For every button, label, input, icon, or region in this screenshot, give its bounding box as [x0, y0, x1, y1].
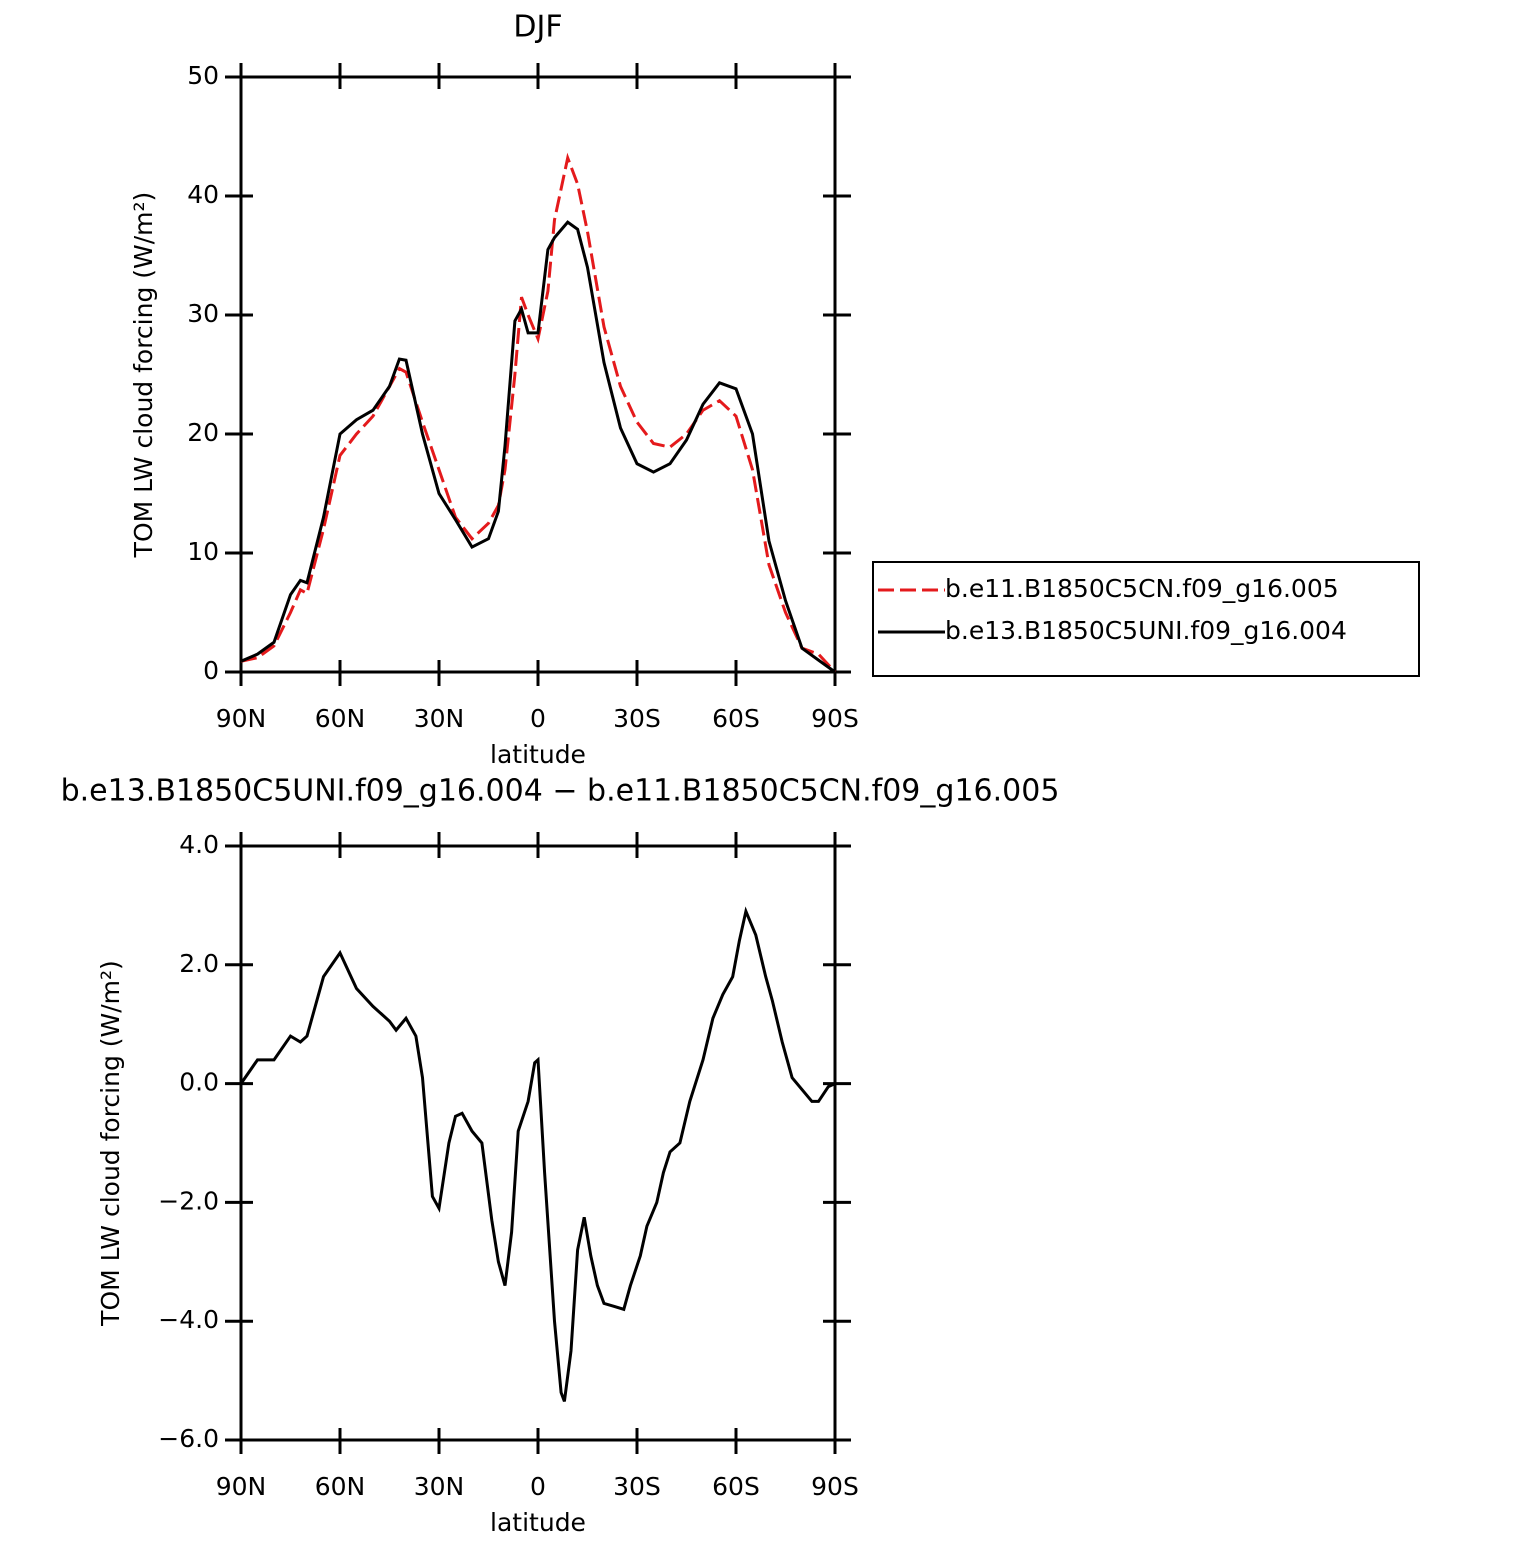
y-tick-label: 0.0 — [179, 1068, 219, 1097]
x-tick-label: 60S — [712, 1472, 760, 1501]
x-tick-label: 0 — [530, 1472, 546, 1501]
y-tick-label: 50 — [187, 61, 219, 90]
x-tick-label: 30N — [414, 1472, 465, 1501]
y-axis-label: TOM LW cloud forcing (W/m²) — [129, 192, 158, 559]
data-line — [240, 220, 836, 674]
y-tick-label: 0 — [203, 656, 219, 685]
y-tick-label: 4.0 — [179, 830, 219, 859]
y-tick-label: 30 — [187, 299, 219, 328]
legend-label: b.e11.B1850C5CN.f09_g16.005 — [945, 574, 1339, 603]
x-tick-label: 60S — [712, 704, 760, 733]
data-line — [240, 152, 837, 674]
x-tick-label: 60N — [315, 704, 366, 733]
x-tick-label: 30N — [414, 704, 465, 733]
chart-title: b.e13.B1850C5UNI.f09_g16.004 − b.e11.B18… — [61, 774, 1060, 809]
plot-frame — [239, 844, 837, 1442]
x-axis-label: latitude — [490, 740, 586, 769]
y-axis-label: TOM LW cloud forcing (W/m²) — [96, 960, 125, 1327]
x-axis-label: latitude — [490, 1508, 586, 1537]
y-tick-label: 10 — [187, 537, 219, 566]
y-tick-label: 40 — [187, 180, 219, 209]
legend-box — [872, 561, 1420, 677]
x-tick-label: 0 — [530, 704, 546, 733]
x-tick-label: 90S — [811, 704, 859, 733]
y-tick-label: −6.0 — [158, 1424, 219, 1453]
x-tick-label: 90N — [216, 704, 267, 733]
x-tick-label: 90S — [811, 1472, 859, 1501]
y-tick-label: −2.0 — [158, 1186, 219, 1215]
data-line — [239, 906, 836, 1402]
x-tick-label: 30S — [613, 1472, 661, 1501]
plot-frame — [239, 75, 837, 674]
legend-label: b.e13.B1850C5UNI.f09_g16.004 — [945, 616, 1347, 645]
y-tick-label: 20 — [187, 418, 219, 447]
x-tick-label: 60N — [315, 1472, 366, 1501]
x-tick-label: 30S — [613, 704, 661, 733]
y-tick-label: 2.0 — [179, 949, 219, 978]
chart-title: DJF — [513, 10, 562, 45]
x-tick-label: 90N — [216, 1472, 267, 1501]
y-tick-label: −4.0 — [158, 1305, 219, 1334]
